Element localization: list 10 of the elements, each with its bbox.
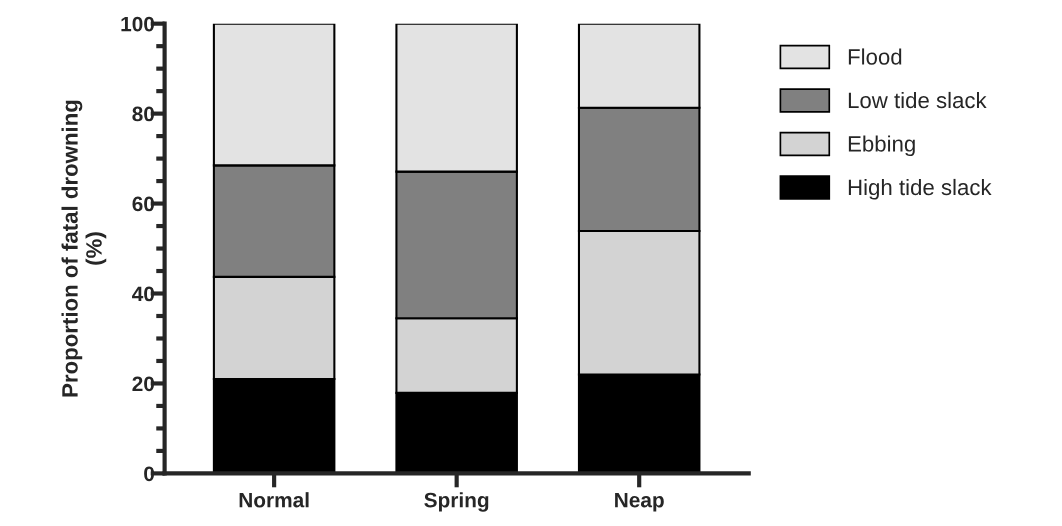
legend-label: High tide slack xyxy=(848,178,992,200)
x-tick-label: Spring xyxy=(424,492,489,512)
y-axis-title: Proportion of fatal drowning (%) xyxy=(61,100,107,397)
y-tick-label: 80 xyxy=(132,106,155,122)
x-tick-label: Normal xyxy=(239,492,309,508)
legend-label: Flood xyxy=(848,48,902,65)
x-tick-label: Neap xyxy=(615,492,664,512)
legend-label: Ebbing xyxy=(848,135,915,157)
legend-label: Low tide slack xyxy=(848,91,987,109)
y-tick-label: 100 xyxy=(121,16,155,32)
